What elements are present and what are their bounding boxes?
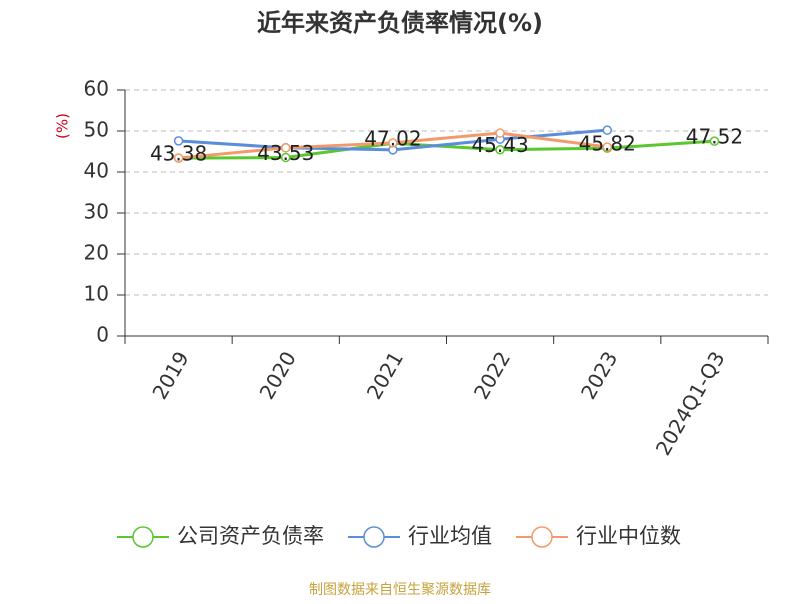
point <box>602 142 612 152</box>
x-tick-label: 2023 <box>576 347 622 403</box>
chart-title: 近年来资产负债率情况(%) <box>257 9 543 37</box>
point <box>495 128 505 138</box>
legend-label: 行业中位数 <box>576 524 681 548</box>
x-tick-label: 2021 <box>362 347 408 403</box>
y-tick-label: 40 <box>84 159 109 183</box>
point <box>388 138 398 148</box>
legend-marker <box>531 526 553 548</box>
x-tick-label: 2019 <box>147 347 193 403</box>
point <box>602 125 612 135</box>
point <box>173 153 184 163</box>
source-note: 制图数据来自恒生聚源数据库 <box>309 582 491 598</box>
y-tick-label: 20 <box>84 241 109 265</box>
x-tick-label: 2020 <box>255 347 301 403</box>
point <box>281 143 291 153</box>
point <box>173 136 184 146</box>
data-label: 45.43 <box>471 133 528 157</box>
y-tick-label: 0 <box>96 323 109 347</box>
point <box>281 152 291 163</box>
point <box>709 136 720 146</box>
data-label: 47.52 <box>686 125 743 149</box>
data-label: 43.53 <box>257 141 314 165</box>
legend-label: 公司资产负债率 <box>177 524 324 548</box>
y-tick-label: 50 <box>84 118 109 142</box>
y-tick-label: 30 <box>84 200 109 224</box>
series-line <box>178 139 715 160</box>
legend-marker <box>132 526 154 548</box>
point <box>495 144 505 155</box>
legend: 公司资产负债率 行业均值 行业中位数 <box>117 524 681 548</box>
data-label: 47.02 <box>364 127 421 151</box>
data-label: 45.82 <box>579 132 636 156</box>
legend-marker <box>363 526 385 548</box>
y-tick-label: 10 <box>84 282 109 306</box>
data-label: 43.38 <box>150 142 207 166</box>
y-tick-label: 60 <box>84 77 109 101</box>
y-axis-label: (%) <box>54 113 72 139</box>
x-tick-label: 2022 <box>469 347 515 403</box>
legend-label: 行业均值 <box>408 524 492 548</box>
x-tick-label: 2024Q1-Q3 <box>651 347 730 459</box>
